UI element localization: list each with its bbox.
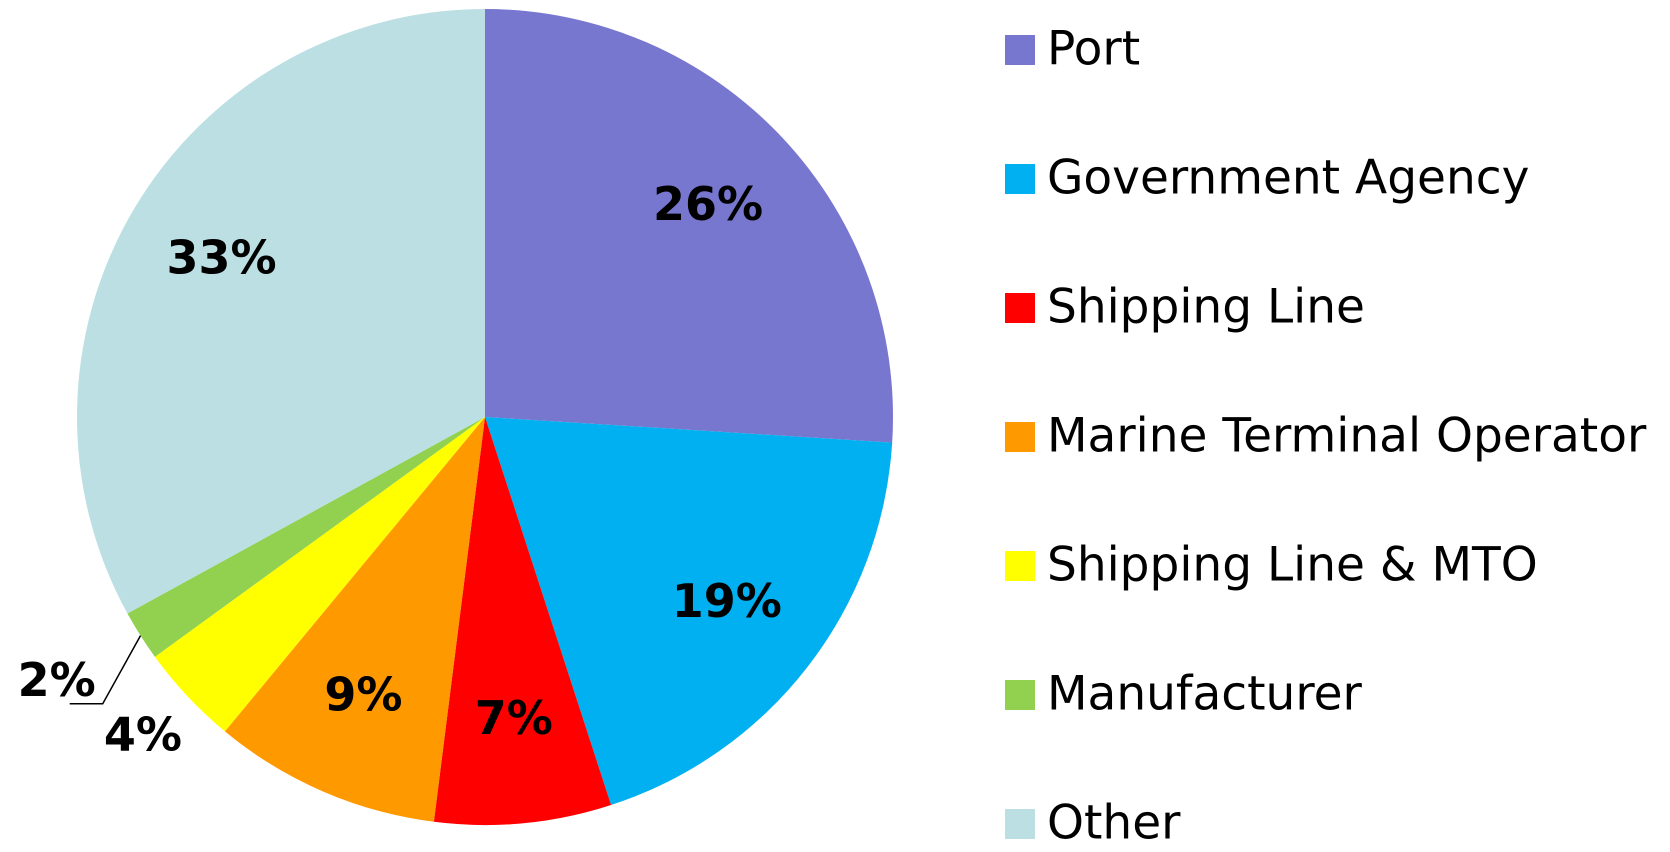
pie-slice [154, 417, 485, 732]
legend-swatch [1005, 293, 1035, 323]
legend-label: Other [1047, 796, 1181, 851]
legend-swatch [1005, 164, 1035, 194]
leader-line [69, 635, 142, 705]
legend-label: Manufacturer [1047, 667, 1363, 722]
data-label: 33% [167, 231, 277, 285]
legend-swatch [1005, 680, 1035, 710]
data-label: 7% [475, 691, 553, 745]
pie-slice [224, 417, 485, 822]
legend-label: Marine Terminal Operator [1047, 409, 1647, 464]
data-label: 4% [104, 708, 182, 762]
pie-slice [485, 417, 893, 806]
data-label: 9% [324, 667, 402, 721]
pie-slice [127, 417, 486, 657]
legend-label: Shipping Line & MTO [1047, 538, 1538, 593]
data-label: 2% [18, 653, 96, 707]
data-label: 19% [672, 574, 782, 628]
pie-slice [433, 417, 612, 825]
legend-swatch [1005, 35, 1035, 65]
legend-swatch [1005, 809, 1035, 839]
legend-label: Port [1047, 22, 1140, 77]
pie-slice [485, 9, 893, 443]
pie-slice [76, 9, 486, 614]
legend-swatch [1005, 551, 1035, 581]
legend-label: Government Agency [1047, 151, 1529, 206]
legend-label: Shipping Line [1047, 280, 1365, 335]
legend-swatch [1005, 422, 1035, 452]
data-label: 26% [653, 177, 763, 231]
